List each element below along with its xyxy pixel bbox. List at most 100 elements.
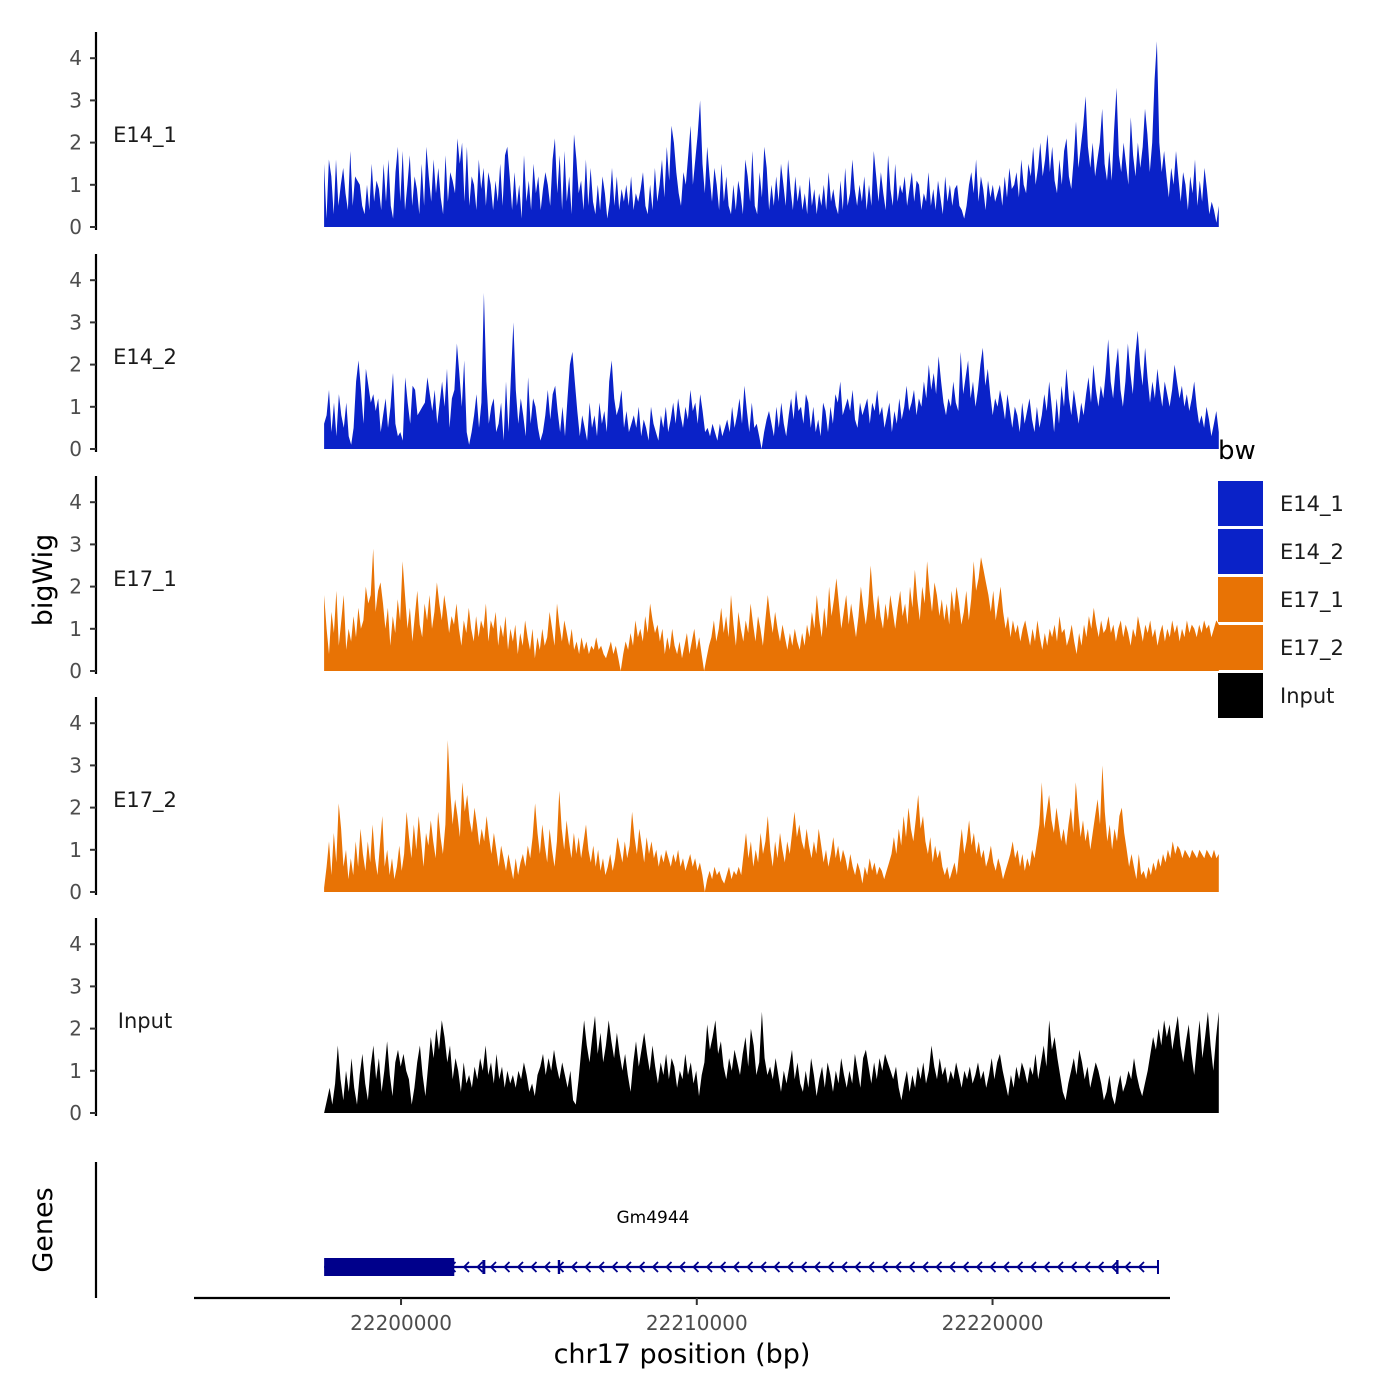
track-label: E14_2 xyxy=(113,345,177,370)
strand-arrow xyxy=(908,1261,916,1273)
x-axis: 22200000 22210000 22220000 chr17 position … xyxy=(194,1296,1170,1370)
legend-label: E14_2 xyxy=(1280,540,1344,565)
strand-arrow xyxy=(962,1261,970,1273)
track-label: E14_1 xyxy=(113,123,177,148)
track-label: E17_1 xyxy=(113,567,177,592)
strand-arrow xyxy=(732,1261,740,1273)
track-E17_2: 0 1 2 3 4 E17_2 xyxy=(69,697,1219,904)
strand-arrow xyxy=(813,1261,821,1273)
gene-exon xyxy=(482,1260,486,1274)
y-tick-label: 0 xyxy=(69,880,82,904)
strand-arrow xyxy=(1110,1261,1118,1273)
y-tick-label: 0 xyxy=(69,437,82,461)
strand-arrow xyxy=(840,1261,848,1273)
strand-arrow xyxy=(1097,1261,1105,1273)
strand-arrow xyxy=(665,1261,673,1273)
strand-arrow xyxy=(476,1261,484,1273)
y-tick-label: 3 xyxy=(69,974,82,998)
x-axis-title: chr17 position (bp) xyxy=(554,1339,811,1370)
y-tick-label: 1 xyxy=(69,173,82,197)
strand-arrow xyxy=(746,1261,754,1273)
genes-axis-title: Genes xyxy=(28,1187,59,1272)
strand-arrow xyxy=(692,1261,700,1273)
legend-label: Input xyxy=(1280,684,1334,708)
coverage-area-E14_1 xyxy=(324,41,1219,227)
y-tick-label: 4 xyxy=(69,932,82,956)
y-tick-label: 0 xyxy=(69,659,82,683)
strand-arrow xyxy=(503,1261,511,1273)
strand-arrow xyxy=(611,1261,619,1273)
strand-arrow xyxy=(786,1261,794,1273)
gene-name-label: Gm4944 xyxy=(617,1208,690,1228)
strand-arrow xyxy=(516,1261,524,1273)
gene-model xyxy=(324,1258,1159,1276)
strand-arrow xyxy=(827,1261,835,1273)
legend-item-E17_1: E17_1 xyxy=(1218,577,1344,622)
y-tick-label: 4 xyxy=(69,46,82,70)
gene-exon xyxy=(1156,1260,1159,1274)
y-tick-label: 2 xyxy=(69,131,82,155)
y-axis-title: bigWig xyxy=(28,534,59,627)
x-tick-label: 22210000 xyxy=(646,1311,748,1335)
strand-arrow xyxy=(894,1261,902,1273)
strand-arrow xyxy=(881,1261,889,1273)
legend-swatch xyxy=(1218,625,1263,670)
strand-arrow xyxy=(1002,1261,1010,1273)
coverage-area-Input xyxy=(324,1011,1219,1113)
y-tick-label: 1 xyxy=(69,838,82,862)
strand-arrow xyxy=(638,1261,646,1273)
y-tick-label: 2 xyxy=(69,575,82,599)
x-axis-ticks: 22200000 22210000 22220000 xyxy=(350,1298,1043,1335)
legend-item-E14_2: E14_2 xyxy=(1218,529,1344,574)
strand-arrow xyxy=(800,1261,808,1273)
strand-arrow xyxy=(678,1261,686,1273)
x-tick-label: 22220000 xyxy=(942,1311,1044,1335)
strand-arrow xyxy=(1124,1261,1132,1273)
track-E14_1: 0 1 2 3 4 E14_1 xyxy=(69,32,1219,239)
y-tick-label: 1 xyxy=(69,395,82,419)
legend-label: E17_1 xyxy=(1280,588,1344,613)
strand-arrow xyxy=(759,1261,767,1273)
strand-arrow xyxy=(543,1261,551,1273)
y-tick-label: 2 xyxy=(69,353,82,377)
strand-arrow xyxy=(975,1261,983,1273)
strand-arrow xyxy=(651,1261,659,1273)
y-tick-label: 3 xyxy=(69,310,82,334)
strand-arrow xyxy=(989,1261,997,1273)
genes-panel: Genes Gm4944 xyxy=(28,1162,1159,1298)
y-tick-label: 3 xyxy=(69,753,82,777)
legend-items: E14_1 E14_2 E17_1 E17_2 Input xyxy=(1218,481,1344,718)
bigwig-tracks: 0 1 2 3 4 E14_1 0 1 2 3 4 E14_2 0 1 2 3 4 E17_1 0 1 2 3 4 E17_2… xyxy=(69,32,1219,1125)
track-E17_1: 0 1 2 3 4 E17_1 xyxy=(69,476,1219,683)
y-tick-label: 3 xyxy=(69,88,82,112)
y-tick-label: 2 xyxy=(69,796,82,820)
track-E14_2: 0 1 2 3 4 E14_2 xyxy=(69,254,1219,461)
y-tick-label: 4 xyxy=(69,490,82,514)
y-tick-label: 4 xyxy=(69,268,82,292)
legend-swatch xyxy=(1218,577,1263,622)
y-tick-label: 1 xyxy=(69,1059,82,1083)
strand-arrow xyxy=(867,1261,875,1273)
coverage-area-E17_2 xyxy=(324,740,1219,892)
strand-arrow xyxy=(1043,1261,1051,1273)
strand-arrow xyxy=(489,1261,497,1273)
legend-swatch xyxy=(1218,673,1263,718)
gene-exon xyxy=(557,1260,561,1274)
strand-arrow xyxy=(705,1261,713,1273)
strand-arrow xyxy=(854,1261,862,1273)
y-tick-label: 0 xyxy=(69,1101,82,1125)
strand-arrow xyxy=(570,1261,578,1273)
strand-arrow xyxy=(1056,1261,1064,1273)
strand-arrow xyxy=(597,1261,605,1273)
y-tick-label: 0 xyxy=(69,215,82,239)
strand-arrow xyxy=(773,1261,781,1273)
strand-arrow xyxy=(948,1261,956,1273)
legend-swatch xyxy=(1218,481,1263,526)
coverage-area-E17_1 xyxy=(324,548,1219,671)
strand-arrow xyxy=(462,1261,470,1273)
legend-label: E17_2 xyxy=(1280,636,1344,661)
x-tick-label: 22200000 xyxy=(350,1311,452,1335)
track-Input: 0 1 2 3 4 Input xyxy=(69,918,1219,1125)
strand-arrow xyxy=(935,1261,943,1273)
legend-title: bw xyxy=(1218,436,1256,466)
